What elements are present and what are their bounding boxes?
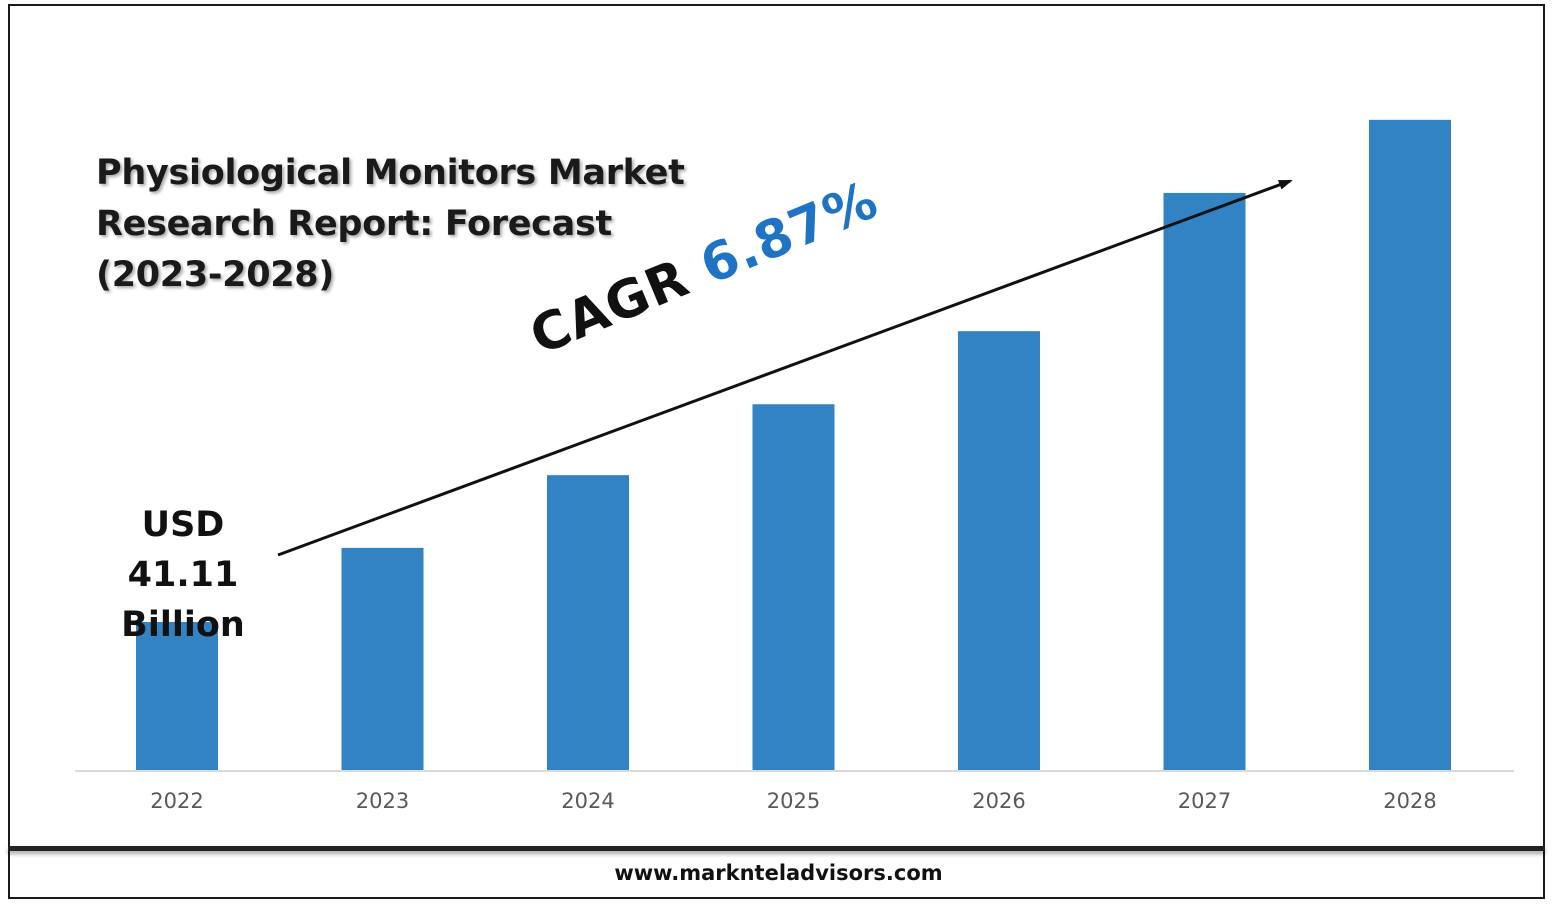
footer-divider — [8, 846, 1545, 851]
callout-value: 41.11 — [127, 555, 239, 595]
footer-website: www.marknteladvisors.com — [614, 861, 943, 885]
x-tick-label-2024: 2024 — [561, 789, 614, 813]
bar-2026 — [958, 331, 1040, 770]
x-tick-label-2027: 2027 — [1178, 789, 1231, 813]
callout-currency: USD — [141, 505, 225, 545]
x-tick-label-2026: 2026 — [972, 789, 1025, 813]
bar-2024 — [547, 475, 629, 770]
x-tick-label-2028: 2028 — [1383, 789, 1436, 813]
chart-title: Physiological Monitors Market Research R… — [96, 148, 736, 301]
start-value-callout: USD 41.11 Billion — [108, 500, 258, 650]
bar-2027 — [1163, 192, 1246, 771]
x-tick-label-2023: 2023 — [356, 789, 409, 813]
callout-unit: Billion — [121, 605, 245, 645]
x-tick-label-2022: 2022 — [150, 789, 203, 813]
bar-2022 — [136, 622, 218, 770]
bar-2023 — [341, 547, 424, 770]
trend-arrow — [277, 179, 1293, 557]
title-line-3: (2023-2028) — [96, 255, 335, 295]
bar-2028 — [1369, 119, 1451, 771]
x-tick-label-2025: 2025 — [767, 789, 820, 813]
bar-2025 — [752, 404, 835, 770]
title-line-2: Research Report: Forecast — [96, 204, 612, 244]
title-line-1: Physiological Monitors Market — [96, 153, 685, 193]
